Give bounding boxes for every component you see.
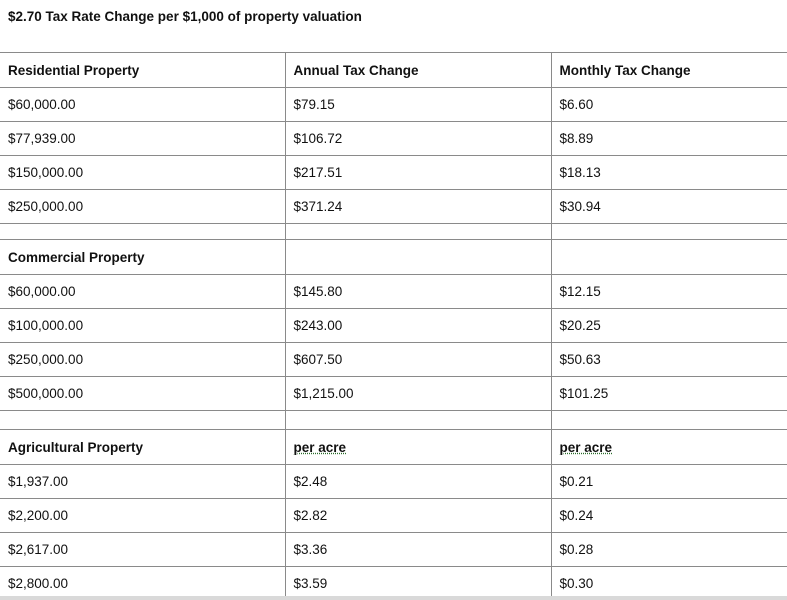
table-cell: $0.24: [550, 498, 787, 533]
table-cell: $12.15: [550, 274, 787, 309]
table-cell: $20.25: [550, 308, 787, 343]
spacer-cell: [550, 223, 787, 240]
table-cell: $145.80: [284, 274, 552, 309]
table-cell: $3.36: [284, 532, 552, 567]
header-cell: Agricultural Property: [0, 429, 286, 465]
bottom-edge-bar: [0, 596, 787, 600]
table-cell: $30.94: [550, 189, 787, 224]
table-row: $250,000.00 $607.50 $50.63: [0, 342, 787, 377]
table-row: $2,200.00 $2.82 $0.24: [0, 498, 787, 533]
table-cell: $50.63: [550, 342, 787, 377]
table-cell: $243.00: [284, 308, 552, 343]
table-row: $2,617.00 $3.36 $0.28: [0, 532, 787, 567]
table-cell: $101.25: [550, 376, 787, 411]
spacer-cell: [0, 410, 286, 430]
table-cell: $0.28: [550, 532, 787, 567]
spacer-cell: [550, 410, 787, 430]
tax-change-table: Residential Property Annual Tax Change M…: [0, 52, 787, 600]
table-cell: $1,937.00: [0, 464, 286, 499]
table-cell: $60,000.00: [0, 274, 286, 309]
table-cell: $77,939.00: [0, 121, 286, 156]
table-row: $60,000.00 $79.15 $6.60: [0, 87, 787, 122]
header-cell: [550, 239, 787, 275]
table-cell: $100,000.00: [0, 308, 286, 343]
table-row: $60,000.00 $145.80 $12.15: [0, 274, 787, 309]
table-cell: $2.82: [284, 498, 552, 533]
table-cell: $2,200.00: [0, 498, 286, 533]
table-cell: $250,000.00: [0, 189, 286, 224]
table-row: $500,000.00 $1,215.00 $101.25: [0, 376, 787, 411]
table-row: $1,937.00 $2.48 $0.21: [0, 464, 787, 499]
table-cell: $18.13: [550, 155, 787, 190]
table-cell: $79.15: [284, 87, 552, 122]
table-cell: $250,000.00: [0, 342, 286, 377]
table-section-header-commercial: Commercial Property: [0, 239, 787, 275]
table-cell: $0.21: [550, 464, 787, 499]
per-acre-label: per acre: [559, 439, 613, 455]
table-cell: $60,000.00: [0, 87, 286, 122]
table-spacer-row: [0, 410, 787, 430]
table-cell: $3.59: [284, 566, 552, 600]
table-row: $250,000.00 $371.24 $30.94: [0, 189, 787, 224]
table-cell: $2,617.00: [0, 532, 286, 567]
header-cell: Residential Property: [0, 52, 286, 88]
spacer-cell: [284, 410, 552, 430]
table-cell: $1,215.00: [284, 376, 552, 411]
table-row: $150,000.00 $217.51 $18.13: [0, 155, 787, 190]
header-cell: Monthly Tax Change: [550, 52, 787, 88]
table-cell: $500,000.00: [0, 376, 286, 411]
header-cell: Annual Tax Change: [284, 52, 552, 88]
spacer-cell: [284, 223, 552, 240]
table-spacer-row: [0, 223, 787, 240]
table-cell: $150,000.00: [0, 155, 286, 190]
table-cell: $217.51: [284, 155, 552, 190]
table-row: $2,800.00 $3.59 $0.30: [0, 566, 787, 600]
table-cell: $6.60: [550, 87, 787, 122]
per-acre-label: per acre: [293, 439, 347, 455]
table-cell: $106.72: [284, 121, 552, 156]
table-cell: $607.50: [284, 342, 552, 377]
table-section-header-residential: Residential Property Annual Tax Change M…: [0, 52, 787, 88]
table-row: $100,000.00 $243.00 $20.25: [0, 308, 787, 343]
table-cell: $371.24: [284, 189, 552, 224]
header-cell: per acre: [284, 429, 552, 465]
table-cell: $0.30: [550, 566, 787, 600]
table-section-header-agricultural: Agricultural Property per acre per acre: [0, 429, 787, 465]
header-cell: Commercial Property: [0, 239, 286, 275]
header-cell: [284, 239, 552, 275]
spacer-cell: [0, 223, 286, 240]
table-cell: $2.48: [284, 464, 552, 499]
table-row: $77,939.00 $106.72 $8.89: [0, 121, 787, 156]
table-cell: $8.89: [550, 121, 787, 156]
table-cell: $2,800.00: [0, 566, 286, 600]
header-cell: per acre: [550, 429, 787, 465]
document-title: $2.70 Tax Rate Change per $1,000 of prop…: [8, 9, 362, 24]
